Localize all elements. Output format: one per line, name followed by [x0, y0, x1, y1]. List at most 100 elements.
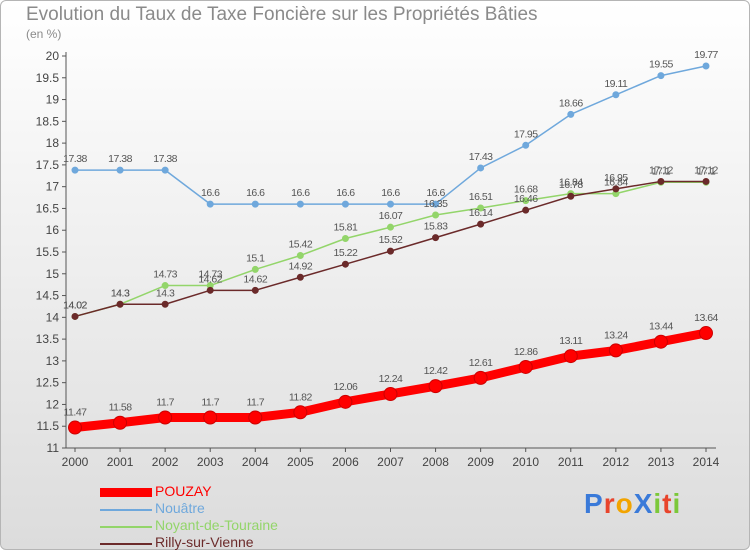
y-tick-label: 12	[46, 397, 60, 411]
y-tick-label: 11.5	[37, 419, 60, 433]
data-point-Nouâtre	[702, 62, 710, 70]
x-tick-label: 2007	[377, 455, 404, 469]
data-point-Rilly-sur-Vienne	[116, 300, 124, 308]
data-point-POUZAY	[653, 334, 668, 349]
data-label-Nouâtre: 16.6	[426, 187, 445, 199]
data-label-Rilly-sur-Vienne: 16.14	[469, 207, 493, 219]
data-point-POUZAY	[563, 349, 578, 364]
data-point-POUZAY	[113, 415, 128, 430]
data-label-Rilly-sur-Vienne: 15.52	[379, 234, 403, 246]
y-tick-label: 14	[46, 310, 60, 324]
data-label-Rilly-sur-Vienne: 14.62	[198, 273, 222, 285]
data-label-POUZAY: 13.64	[694, 312, 718, 324]
legend-swatch	[100, 509, 152, 511]
data-label-Noyant-de-Touraine: 15.81	[334, 221, 358, 233]
data-label-POUZAY: 11.7	[246, 397, 264, 409]
data-label-Nouâtre: 17.38	[153, 153, 177, 165]
legend-item: Rilly-sur-Vienne	[100, 534, 360, 552]
y-tick-label: 18	[46, 136, 60, 150]
legend-item: POUZAY	[100, 483, 360, 501]
data-label-Noyant-de-Touraine: 16.35	[424, 198, 448, 210]
data-label-Nouâtre: 16.6	[381, 187, 400, 199]
y-tick-label: 13.5	[36, 332, 60, 346]
data-label-Rilly-sur-Vienne: 15.22	[334, 247, 358, 259]
data-label-Nouâtre: 16.6	[291, 187, 310, 199]
data-label-POUZAY: 11.47	[64, 407, 88, 419]
x-tick-label: 2008	[422, 455, 449, 469]
legend-label: Nouâtre	[155, 500, 205, 516]
data-label-Noyant-de-Touraine: 16.51	[469, 191, 493, 203]
data-label-Nouâtre: 19.55	[649, 59, 673, 71]
y-tick-label: 13	[46, 354, 60, 368]
data-label-Noyant-de-Touraine: 14.3	[111, 287, 130, 299]
data-label-Noyant-de-Touraine: 14.73	[198, 269, 222, 281]
data-label-Nouâtre: 18.66	[559, 97, 583, 109]
data-point-Nouâtre	[567, 110, 575, 118]
data-point-Noyant-de-Touraine	[477, 204, 485, 212]
y-tick-label: 17	[46, 180, 60, 194]
legend-swatch	[100, 526, 152, 528]
y-tick-label: 14.5	[36, 289, 60, 303]
data-label-Rilly-sur-Vienne: 14.62	[243, 273, 267, 285]
data-point-POUZAY	[293, 405, 308, 420]
data-point-Rilly-sur-Vienne	[296, 273, 304, 281]
data-point-Nouâtre	[432, 200, 440, 208]
data-label-Noyant-de-Touraine: 15.42	[288, 238, 312, 250]
data-label-Nouâtre: 16.6	[201, 187, 220, 199]
data-label-POUZAY: 12.06	[334, 381, 358, 393]
data-label-Rilly-sur-Vienne: 14.02	[63, 299, 87, 311]
data-point-Rilly-sur-Vienne	[387, 247, 394, 255]
data-label-Nouâtre: 17.38	[108, 153, 132, 165]
data-label-POUZAY: 11.7	[156, 397, 174, 409]
x-tick-label: 2002	[152, 455, 179, 469]
data-point-Rilly-sur-Vienne	[341, 260, 349, 268]
data-label-Noyant-de-Touraine: 16.84	[559, 177, 583, 189]
data-point-POUZAY	[473, 370, 488, 385]
data-point-Nouâtre	[341, 200, 349, 208]
x-tick-label: 2005	[287, 455, 314, 469]
data-point-Nouâtre	[161, 166, 169, 174]
data-label-POUZAY: 12.24	[379, 373, 403, 385]
x-tick-label: 2014	[693, 455, 720, 469]
data-label-Rilly-sur-Vienne: 16.95	[604, 172, 628, 184]
data-label-POUZAY: 12.86	[514, 346, 538, 358]
data-point-Nouâtre	[387, 200, 394, 208]
legend-swatch	[100, 488, 152, 497]
data-point-POUZAY	[518, 359, 533, 374]
x-tick-label: 2003	[197, 455, 224, 469]
data-label-Noyant-de-Touraine: 16.84	[604, 177, 628, 189]
data-label-POUZAY: 11.7	[201, 397, 219, 409]
legend-swatch	[100, 543, 152, 545]
data-point-POUZAY	[383, 386, 398, 401]
data-label-POUZAY: 12.42	[424, 365, 448, 377]
x-tick-label: 2013	[648, 455, 675, 469]
data-label-Nouâtre: 16.6	[246, 187, 265, 199]
data-label-Nouâtre: 19.11	[604, 78, 628, 90]
data-label-Noyant-de-Touraine: 17.1	[697, 165, 716, 177]
data-point-Noyant-de-Touraine	[296, 251, 304, 259]
legend-item: Noyant-de-Touraine	[100, 517, 360, 535]
proxiti-logo: ProXiti	[584, 488, 682, 519]
data-point-Noyant-de-Touraine	[522, 197, 530, 205]
x-tick-label: 2012	[603, 455, 630, 469]
data-label-Noyant-de-Touraine: 16.68	[514, 184, 538, 196]
data-point-Noyant-de-Touraine	[341, 234, 349, 242]
data-point-Rilly-sur-Vienne	[612, 185, 620, 193]
data-point-POUZAY	[608, 343, 623, 358]
data-point-Rilly-sur-Vienne	[522, 206, 530, 214]
data-label-POUZAY: 13.24	[604, 329, 628, 341]
data-label-Noyant-de-Touraine: 16.07	[379, 210, 403, 222]
data-point-POUZAY	[68, 420, 82, 435]
data-label-Nouâtre: 19.77	[694, 49, 718, 61]
data-point-Nouâtre	[522, 141, 530, 149]
data-point-Rilly-sur-Vienne	[702, 177, 710, 185]
data-point-POUZAY	[428, 379, 443, 394]
legend-label: Noyant-de-Touraine	[155, 517, 278, 533]
data-point-Noyant-de-Touraine	[251, 265, 259, 273]
y-tick-label: 11	[47, 441, 60, 455]
data-point-POUZAY	[248, 410, 263, 425]
chart-unit-label: (en %)	[26, 27, 62, 41]
y-tick-label: 12.5	[36, 376, 60, 390]
data-label-Nouâtre: 17.95	[514, 128, 538, 140]
